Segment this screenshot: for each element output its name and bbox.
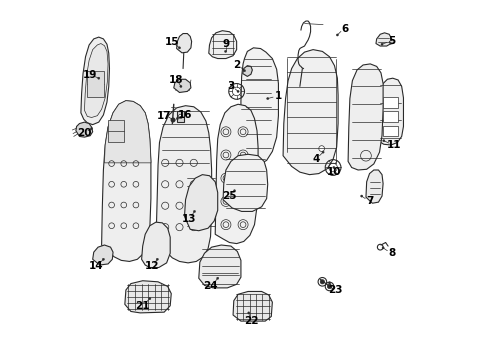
Polygon shape [124,281,171,313]
Text: 7: 7 [365,196,372,206]
Polygon shape [198,245,241,288]
Text: 21: 21 [135,301,150,311]
Text: 3: 3 [227,81,234,91]
Polygon shape [315,141,328,156]
Text: 23: 23 [327,285,342,295]
Polygon shape [93,245,113,265]
Circle shape [156,258,158,260]
Text: 9: 9 [222,39,229,49]
Polygon shape [375,33,391,46]
Polygon shape [173,79,190,93]
Polygon shape [104,101,151,163]
Text: 1: 1 [274,91,282,101]
Text: 25: 25 [222,191,236,201]
Text: 24: 24 [203,282,218,292]
Bar [108,120,124,143]
Text: 16: 16 [178,110,192,120]
Circle shape [224,50,226,53]
Bar [382,97,397,108]
Polygon shape [102,101,151,261]
Polygon shape [142,222,170,267]
Circle shape [266,98,268,100]
Polygon shape [215,104,258,244]
Bar [382,126,397,136]
Circle shape [381,247,384,249]
Polygon shape [208,31,236,59]
Polygon shape [241,48,278,165]
Circle shape [237,90,239,93]
Text: 14: 14 [89,261,103,271]
Circle shape [90,127,93,130]
Text: 2: 2 [233,60,240,70]
Circle shape [233,190,235,192]
Text: 12: 12 [144,261,159,271]
Text: 11: 11 [386,140,401,150]
Circle shape [336,34,338,36]
Polygon shape [347,64,382,170]
Polygon shape [365,170,382,203]
Circle shape [380,43,382,45]
Text: 6: 6 [341,23,348,33]
Circle shape [320,280,324,284]
Polygon shape [283,50,337,175]
Polygon shape [84,44,108,117]
Polygon shape [242,66,252,76]
Circle shape [243,69,245,72]
Circle shape [216,277,218,279]
Polygon shape [184,175,217,231]
Polygon shape [176,33,191,53]
Circle shape [98,77,100,79]
Polygon shape [156,106,211,263]
Polygon shape [76,122,93,137]
Circle shape [322,151,324,153]
Polygon shape [376,78,403,145]
Circle shape [148,297,151,300]
Circle shape [171,118,173,120]
Polygon shape [388,40,394,44]
Text: 15: 15 [165,37,179,48]
Text: 4: 4 [312,154,319,163]
Text: 5: 5 [387,36,394,46]
Text: 22: 22 [243,316,258,326]
Circle shape [332,166,334,168]
Circle shape [328,282,330,284]
Text: 17: 17 [157,111,171,121]
Bar [87,71,104,97]
Circle shape [326,284,331,289]
Circle shape [247,312,249,314]
Circle shape [178,47,180,49]
Polygon shape [223,154,267,211]
Text: 19: 19 [83,69,97,80]
Bar [382,111,397,122]
Circle shape [193,210,195,212]
Text: 8: 8 [387,248,394,258]
Circle shape [318,146,324,152]
Circle shape [178,114,183,118]
Text: 10: 10 [326,167,340,177]
Circle shape [176,117,178,120]
Circle shape [360,195,362,197]
Circle shape [180,85,182,87]
Text: 20: 20 [77,128,92,138]
Text: 18: 18 [168,75,183,85]
Bar [177,111,183,122]
Circle shape [102,258,104,260]
Circle shape [382,140,384,142]
Polygon shape [81,37,109,125]
Text: 13: 13 [182,214,196,224]
Circle shape [171,118,175,122]
Polygon shape [233,292,272,321]
